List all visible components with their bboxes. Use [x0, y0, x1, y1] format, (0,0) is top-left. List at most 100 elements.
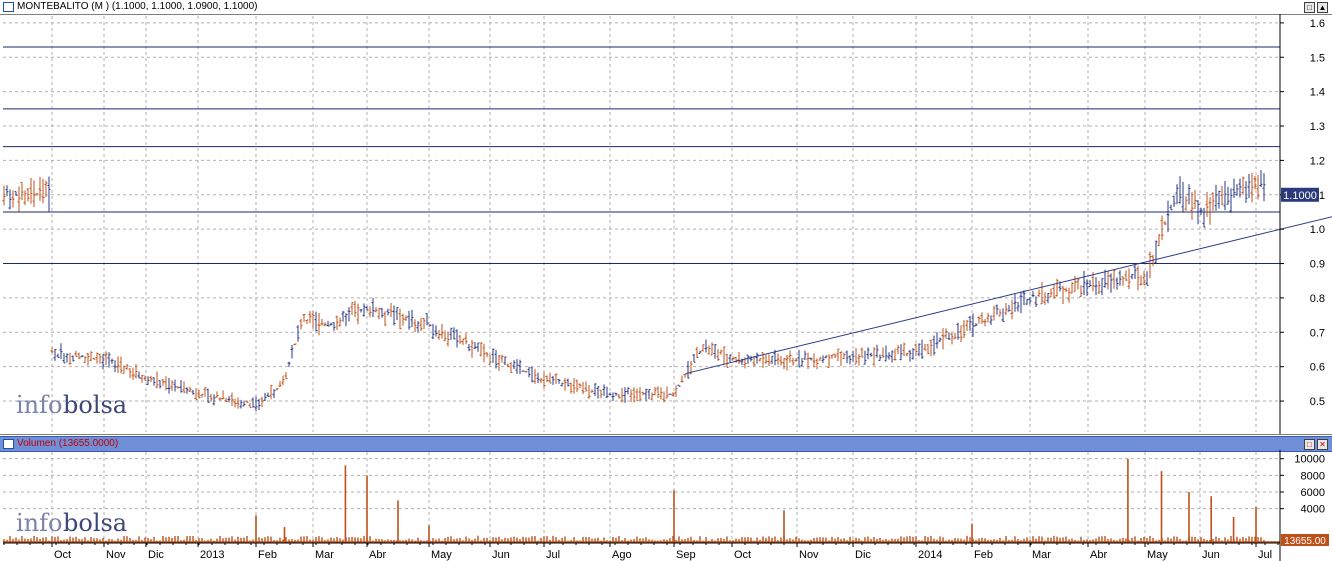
ohlc-bar	[971, 313, 975, 337]
ohlc-bar	[335, 315, 339, 330]
ohlc-bar	[782, 358, 786, 370]
price-tick-label: 0.7	[1310, 327, 1325, 339]
ohlc-bar	[788, 350, 792, 363]
ohlc-bar	[428, 324, 432, 327]
ohlc-bar	[710, 342, 714, 356]
ohlc-bar	[407, 310, 411, 330]
ohlc-bar	[77, 352, 81, 359]
maximize-icon[interactable]: □	[1304, 2, 1315, 13]
ohlc-bar	[914, 343, 918, 357]
ohlc-bar	[623, 387, 627, 403]
price-tick-label: 0.6	[1310, 362, 1325, 374]
ohlc-bar	[941, 328, 945, 350]
ohlc-bar	[1106, 270, 1110, 290]
ohlc-bar	[758, 358, 762, 362]
ohlc-bar	[470, 339, 474, 358]
ohlc-bar	[242, 401, 246, 407]
ohlc-bar	[32, 180, 36, 208]
ohlc-bar	[377, 308, 381, 320]
ohlc-bar	[467, 344, 471, 352]
price-tick-label: 0.9	[1310, 259, 1325, 271]
ohlc-bar	[557, 379, 561, 384]
ohlc-bar	[422, 317, 426, 330]
x-tick-label: Nov	[106, 549, 126, 561]
ohlc-bar	[194, 388, 198, 400]
ohlc-bar	[662, 391, 666, 403]
ohlc-bar	[821, 355, 825, 364]
ohlc-bar	[80, 355, 84, 358]
ohlc-bar	[1031, 290, 1035, 298]
ohlc-bar	[128, 368, 132, 378]
ohlc-bar	[980, 312, 984, 324]
ohlc-bar	[161, 379, 165, 386]
ohlc-bar	[50, 346, 54, 354]
ohlc-bar	[554, 373, 558, 384]
ohlc-bar	[500, 354, 504, 363]
ohlc-bar	[1211, 192, 1215, 211]
ohlc-bar	[365, 306, 369, 311]
ohlc-bar	[698, 350, 702, 355]
ohlc-bar	[461, 338, 465, 345]
ohlc-bar	[302, 314, 306, 323]
ohlc-bar	[47, 176, 51, 213]
ohlc-bar	[248, 403, 252, 409]
price-tick-label: 1.6	[1310, 18, 1325, 30]
ohlc-bar	[551, 375, 555, 385]
volume-close-icon[interactable]: ✕	[1317, 439, 1328, 450]
ohlc-bar	[236, 397, 240, 409]
ohlc-bar	[899, 344, 903, 361]
ohlc-bar	[434, 325, 438, 337]
ohlc-bar	[677, 384, 681, 387]
ohlc-bar	[56, 353, 60, 358]
ohlc-bar	[521, 370, 525, 372]
ohlc-bar	[1109, 273, 1113, 293]
horizontal-levels	[3, 46, 1280, 265]
x-tick-label: Jun	[1202, 549, 1220, 561]
ohlc-bar	[317, 312, 321, 336]
ohlc-bar	[815, 358, 819, 370]
ohlc-bar	[155, 371, 159, 389]
ohlc-bar	[1208, 197, 1212, 225]
x-tick-label: Feb	[974, 549, 993, 561]
ohlc-bar	[341, 310, 345, 322]
ohlc-bar	[209, 393, 213, 402]
ohlc-bar	[1178, 176, 1182, 204]
ohlc-bar	[863, 350, 867, 365]
ohlc-bar	[293, 343, 297, 346]
ohlc-bar	[671, 392, 675, 397]
ohlc-bar	[266, 392, 270, 398]
ohlc-bar	[584, 381, 588, 392]
scroll-up-icon[interactable]: ▲	[1317, 2, 1328, 13]
ohlc-bar	[716, 349, 720, 361]
ohlc-bar	[1262, 173, 1266, 202]
ohlc-bar	[275, 388, 279, 391]
ohlc-bar	[14, 191, 18, 196]
ohlc-bar	[1022, 290, 1026, 306]
ohlc-bar	[527, 366, 531, 378]
ohlc-bar	[140, 374, 144, 383]
ohlc-bar	[545, 375, 549, 383]
ohlc-bar	[848, 355, 852, 365]
ohlc-bar	[1187, 184, 1191, 205]
ohlc-bar	[116, 356, 120, 374]
ohlc-bar	[1013, 294, 1017, 312]
ohlc-bar	[404, 315, 408, 322]
ohlc-bar	[1100, 278, 1104, 296]
ohlc-bar	[881, 347, 885, 358]
ohlc-bar	[929, 339, 933, 357]
ohlc-bar	[167, 377, 171, 394]
ohlc-bar	[890, 350, 894, 363]
x-tick-label: Nov	[799, 549, 819, 561]
ohlc-bar	[1070, 282, 1074, 294]
ohlc-bar	[26, 188, 30, 202]
volume-maximize-icon[interactable]: □	[1304, 439, 1315, 450]
volume-tick-label: 8000	[1301, 470, 1325, 482]
ohlc-bar	[485, 352, 489, 358]
price-tick-label: 1.2	[1310, 155, 1325, 167]
ohlc-bar	[1028, 297, 1032, 305]
ohlc-bar	[1202, 207, 1206, 228]
ohlc-bar	[707, 345, 711, 355]
ohlc-bar	[947, 332, 951, 340]
ohlc-bar	[713, 344, 717, 359]
ohlc-bar	[488, 354, 492, 365]
